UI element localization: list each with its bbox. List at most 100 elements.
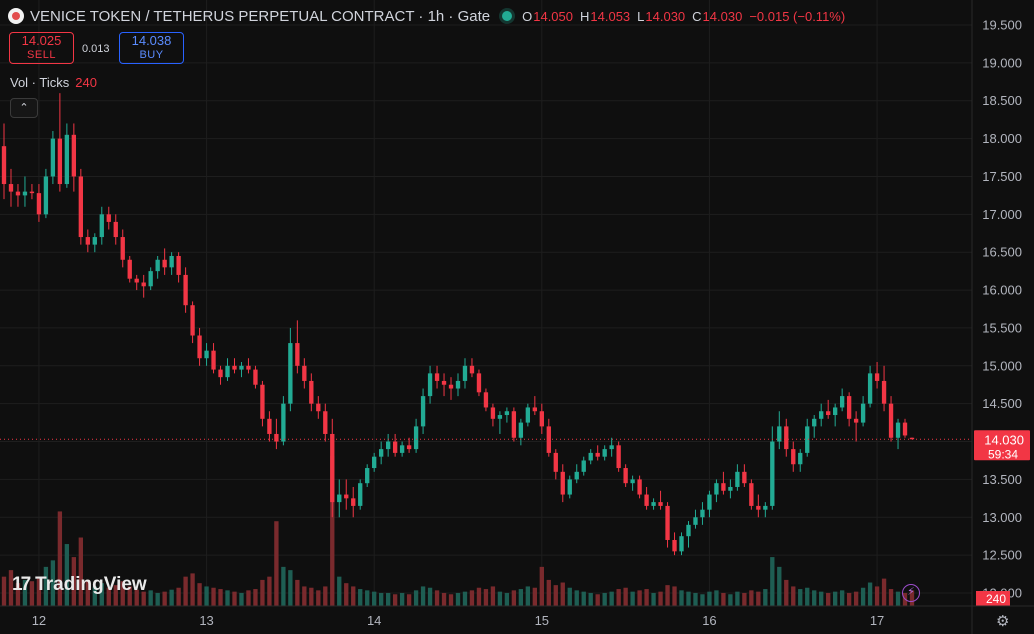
- volume-bar: [169, 589, 174, 606]
- candle-body: [64, 134, 70, 185]
- volume-bar: [476, 587, 482, 606]
- volume-bar: [595, 594, 600, 606]
- candle-body: [372, 456, 377, 469]
- candle-body: [469, 365, 475, 374]
- volume-bar: [867, 582, 873, 606]
- volume-bar: [881, 578, 887, 606]
- bolt-icon[interactable]: ⚡: [902, 584, 920, 602]
- volume-bar: [134, 589, 139, 606]
- ohlc-value: 14.053: [590, 8, 631, 24]
- settings-gear-icon[interactable]: ⚙: [996, 613, 1010, 630]
- volume-bar: [686, 591, 691, 606]
- candle-body: [497, 415, 503, 419]
- volume-bar: [78, 537, 83, 606]
- volume-bar: [707, 591, 712, 606]
- volume-bar: [672, 586, 677, 606]
- volume-bar: [239, 592, 244, 606]
- candle-body: [644, 494, 649, 506]
- volume-bar: [64, 544, 70, 606]
- candle-body: [29, 191, 35, 194]
- volume-bar: [609, 591, 614, 606]
- volume-bar: [763, 589, 768, 606]
- volume-bar: [888, 589, 894, 606]
- tradingview-logo[interactable]: 17 TradingView: [12, 574, 147, 596]
- symbol-title[interactable]: VENICE TOKEN / TETHERUS PERPETUAL CONTRA…: [30, 7, 491, 25]
- volume-bar: [218, 589, 223, 606]
- price-tick-label: 15.000: [982, 358, 1022, 373]
- volume-bar: [644, 589, 649, 606]
- candle-body: [833, 407, 838, 416]
- candle-body: [511, 411, 517, 438]
- volume-bar: [176, 587, 181, 606]
- price-tick-label: 19.000: [982, 55, 1022, 70]
- volume-bar: [574, 590, 579, 606]
- candle-body: [490, 407, 496, 419]
- volume-bar: [43, 566, 49, 606]
- candle-body: [218, 369, 223, 378]
- volume-legend[interactable]: Vol · Ticks 240: [10, 75, 97, 90]
- volume-bar: [588, 592, 593, 606]
- candle-body: [588, 452, 593, 461]
- volume-bar: [602, 592, 607, 606]
- candle-body: [106, 214, 111, 222]
- candle-body: [36, 193, 42, 215]
- candle-body: [665, 505, 670, 540]
- volume-bar: [204, 586, 209, 606]
- ohlc-key: H: [580, 8, 590, 24]
- sell-button[interactable]: 14.025 SELL: [9, 32, 74, 64]
- candle-body: [323, 411, 328, 434]
- candle-body: [406, 445, 412, 450]
- collapse-legend-button[interactable]: ⌃: [10, 98, 38, 118]
- time-tick-label: 17: [870, 613, 884, 628]
- candle-body: [623, 468, 628, 484]
- sell-label: SELL: [27, 49, 56, 61]
- volume-bar: [777, 566, 782, 606]
- candle-body: [204, 350, 209, 359]
- volume-bars: [1, 456, 915, 606]
- volume-bar: [455, 592, 461, 606]
- candle-body: [134, 278, 139, 283]
- price-tick-label: 18.000: [982, 131, 1022, 146]
- candle-body: [867, 373, 873, 404]
- price-tick-label: 15.500: [982, 320, 1022, 335]
- candle-body: [379, 449, 384, 457]
- price-axis[interactable]: 19.500 19.000 18.500 18.000 17.500 17.000 16.5…: [972, 0, 1034, 634]
- volume-bar: [50, 560, 56, 606]
- volume-bar: [693, 592, 698, 606]
- volume-bar: [120, 581, 125, 606]
- buy-button[interactable]: 14.038 BUY: [119, 32, 184, 64]
- time-axis-background: [0, 606, 972, 634]
- candle-body: [183, 274, 188, 306]
- volume-bar: [469, 590, 475, 606]
- candle-body: [798, 452, 803, 465]
- volume-bar: [99, 583, 104, 606]
- ohlc-value: 14.050: [533, 8, 573, 24]
- volume-bar: [756, 591, 761, 606]
- volume-bar: [365, 590, 370, 606]
- candle-body: [295, 343, 300, 366]
- volume-bar: [113, 585, 118, 606]
- candle-body: [567, 479, 572, 495]
- candle-body: [392, 441, 398, 453]
- price-tick-label: 13.000: [982, 510, 1022, 525]
- candle-body: [902, 422, 908, 436]
- volume-bar: [700, 594, 705, 606]
- volume-bar: [162, 591, 167, 606]
- candle-body: [197, 335, 202, 359]
- volume-bar: [735, 591, 740, 606]
- volume-bar: [581, 591, 586, 606]
- volume-bar: [539, 566, 544, 606]
- volume-bar: [770, 557, 775, 606]
- candle-body: [525, 407, 531, 423]
- candle-body: [85, 237, 90, 245]
- price-change: −0.015 (−0.11%): [749, 8, 846, 24]
- volume-bar: [309, 587, 314, 606]
- candle-body: [434, 373, 440, 381]
- volume-bar: [141, 591, 146, 606]
- market-open-status-icon[interactable]: [502, 11, 513, 21]
- candle-body: [225, 365, 230, 378]
- buy-price: 14.038: [131, 33, 172, 48]
- candle-body: [337, 494, 342, 503]
